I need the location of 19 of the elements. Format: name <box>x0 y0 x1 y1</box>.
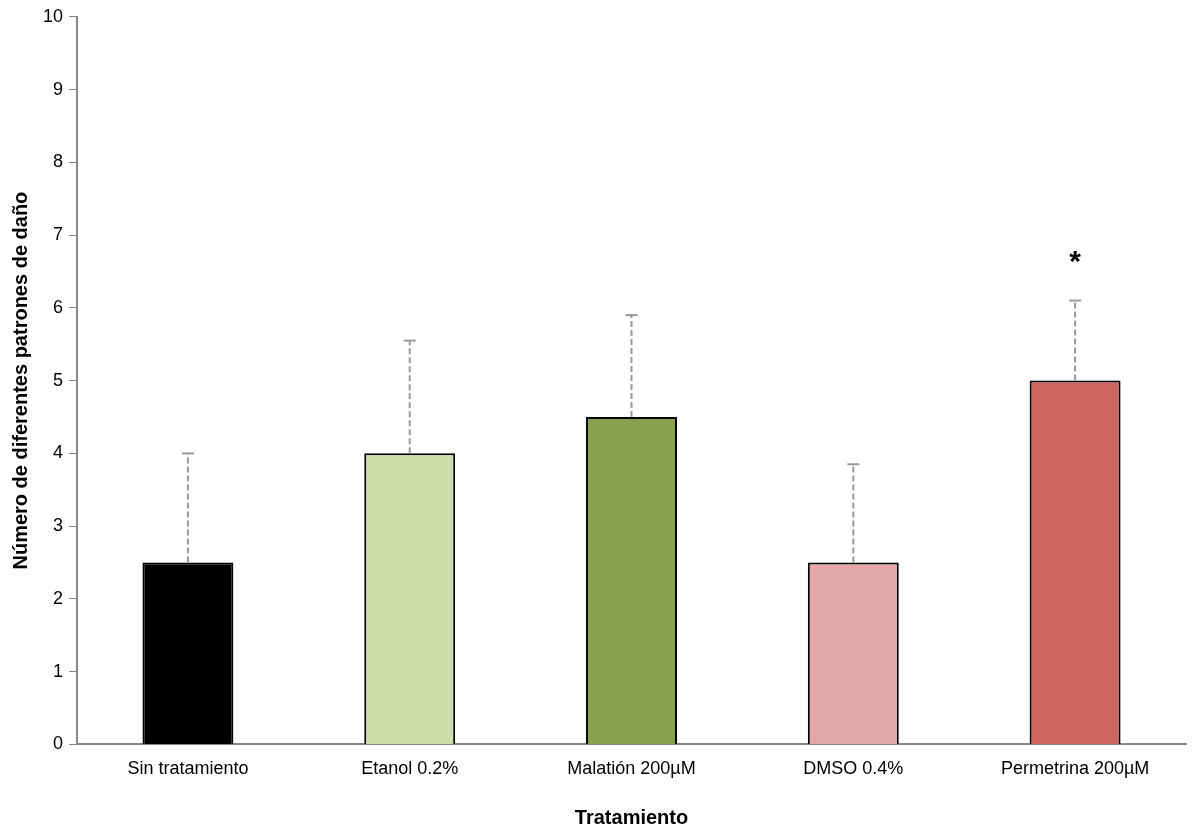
y-tick-label: 4 <box>53 442 64 463</box>
y-tick-label: 3 <box>53 515 64 536</box>
y-tick-label: 0 <box>53 733 64 754</box>
x-tick-label: DMSO 0.4% <box>803 758 904 779</box>
x-axis-title: Tratamiento <box>574 805 689 828</box>
y-tick-label: 10 <box>42 5 64 26</box>
x-tick-label: Sin tratamiento <box>127 758 249 779</box>
x-tick-label: Etanol 0.2% <box>361 758 459 779</box>
y-tick-label: 9 <box>53 78 64 99</box>
x-tick-label: Permetrina 200µM <box>1000 758 1150 779</box>
y-tick-label: 8 <box>53 151 64 172</box>
y-tick-label: 1 <box>53 660 64 681</box>
y-tick-label: 7 <box>53 224 64 245</box>
y-axis-title: Número de diferentes patrones de daño <box>8 191 31 570</box>
x-tick-label: Malatión 200µM <box>567 758 696 779</box>
y-tick-label: 2 <box>53 587 64 608</box>
annotation: * <box>1069 243 1082 277</box>
y-tick-label: 6 <box>53 296 64 317</box>
y-tick-label: 5 <box>53 369 64 390</box>
